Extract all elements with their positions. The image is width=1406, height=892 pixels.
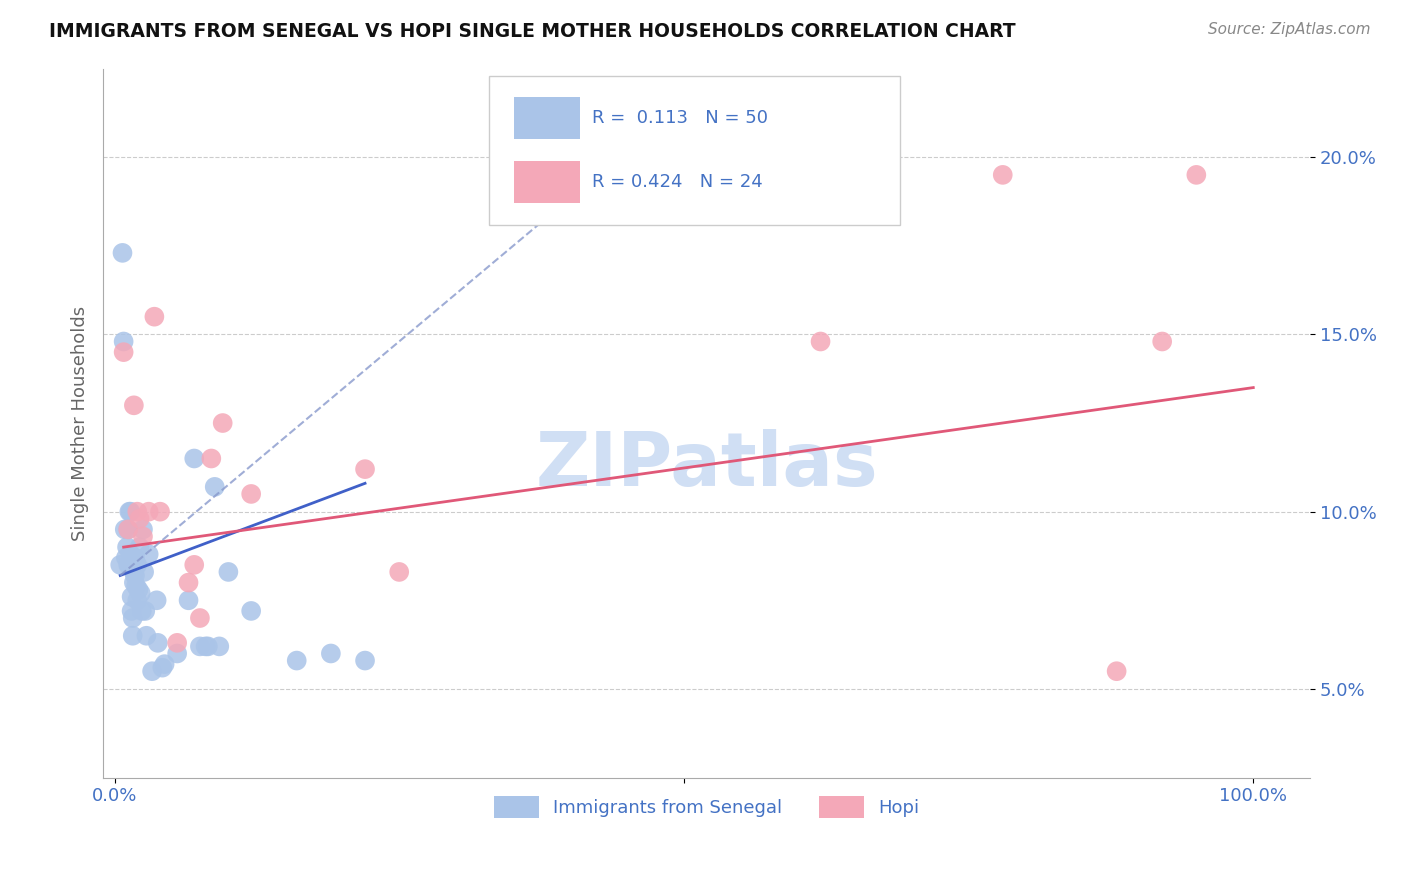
Point bbox=[177, 593, 200, 607]
Point bbox=[149, 505, 172, 519]
Point bbox=[285, 654, 308, 668]
Point bbox=[124, 550, 146, 565]
Point bbox=[112, 334, 135, 349]
Point bbox=[143, 310, 166, 324]
Point bbox=[134, 604, 156, 618]
Point bbox=[122, 575, 145, 590]
Point bbox=[128, 540, 150, 554]
Point bbox=[991, 168, 1014, 182]
Point bbox=[127, 593, 149, 607]
Point bbox=[1152, 334, 1174, 349]
Point bbox=[188, 611, 211, 625]
FancyBboxPatch shape bbox=[513, 161, 579, 203]
Point bbox=[211, 416, 233, 430]
Point bbox=[121, 629, 143, 643]
Point bbox=[120, 505, 142, 519]
Point bbox=[125, 579, 148, 593]
Point bbox=[194, 640, 217, 654]
Point bbox=[120, 547, 142, 561]
Point bbox=[183, 558, 205, 572]
Point bbox=[188, 640, 211, 654]
Point bbox=[127, 558, 149, 572]
Point bbox=[114, 522, 136, 536]
Point bbox=[197, 640, 219, 654]
Point bbox=[138, 505, 160, 519]
Point bbox=[319, 647, 342, 661]
Text: ZIPatlas: ZIPatlas bbox=[536, 429, 877, 502]
Point bbox=[240, 487, 263, 501]
Point bbox=[131, 604, 153, 618]
Point bbox=[153, 657, 176, 672]
Point bbox=[122, 565, 145, 579]
Point bbox=[240, 604, 263, 618]
Point bbox=[138, 547, 160, 561]
Point bbox=[124, 568, 146, 582]
Point bbox=[128, 512, 150, 526]
Text: R =  0.113   N = 50: R = 0.113 N = 50 bbox=[592, 109, 768, 128]
Point bbox=[1185, 168, 1208, 182]
Text: Source: ZipAtlas.com: Source: ZipAtlas.com bbox=[1208, 22, 1371, 37]
Point bbox=[183, 451, 205, 466]
Point bbox=[204, 480, 226, 494]
Point bbox=[108, 558, 131, 572]
Point bbox=[166, 636, 188, 650]
Point bbox=[117, 522, 139, 536]
Point bbox=[217, 565, 239, 579]
Point bbox=[141, 664, 163, 678]
Point bbox=[354, 462, 377, 476]
Point bbox=[112, 345, 135, 359]
Point bbox=[121, 590, 143, 604]
Point bbox=[166, 647, 188, 661]
Point bbox=[129, 586, 152, 600]
Point bbox=[388, 565, 411, 579]
Point bbox=[115, 540, 138, 554]
Point bbox=[121, 604, 143, 618]
Point bbox=[117, 522, 139, 536]
Point bbox=[127, 505, 149, 519]
FancyBboxPatch shape bbox=[489, 76, 900, 225]
Point bbox=[177, 575, 200, 590]
Text: IMMIGRANTS FROM SENEGAL VS HOPI SINGLE MOTHER HOUSEHOLDS CORRELATION CHART: IMMIGRANTS FROM SENEGAL VS HOPI SINGLE M… bbox=[49, 22, 1015, 41]
Point bbox=[135, 629, 157, 643]
Point bbox=[150, 660, 173, 674]
Point bbox=[118, 505, 141, 519]
Point bbox=[122, 398, 145, 412]
Point bbox=[115, 550, 138, 565]
Point bbox=[132, 522, 155, 536]
FancyBboxPatch shape bbox=[513, 97, 579, 139]
Point bbox=[200, 451, 222, 466]
Point bbox=[810, 334, 832, 349]
Y-axis label: Single Mother Households: Single Mother Households bbox=[72, 305, 89, 541]
Point bbox=[118, 558, 141, 572]
Point bbox=[134, 565, 156, 579]
Point bbox=[117, 558, 139, 572]
Point bbox=[132, 529, 155, 543]
Point bbox=[121, 611, 143, 625]
Point bbox=[730, 186, 752, 200]
Point bbox=[145, 593, 167, 607]
Text: R = 0.424   N = 24: R = 0.424 N = 24 bbox=[592, 173, 762, 191]
Point bbox=[111, 245, 134, 260]
Point bbox=[1105, 664, 1128, 678]
Point bbox=[208, 640, 231, 654]
Point bbox=[146, 636, 169, 650]
Point bbox=[354, 654, 377, 668]
Legend: Immigrants from Senegal, Hopi: Immigrants from Senegal, Hopi bbox=[486, 789, 927, 825]
Point bbox=[127, 582, 149, 597]
